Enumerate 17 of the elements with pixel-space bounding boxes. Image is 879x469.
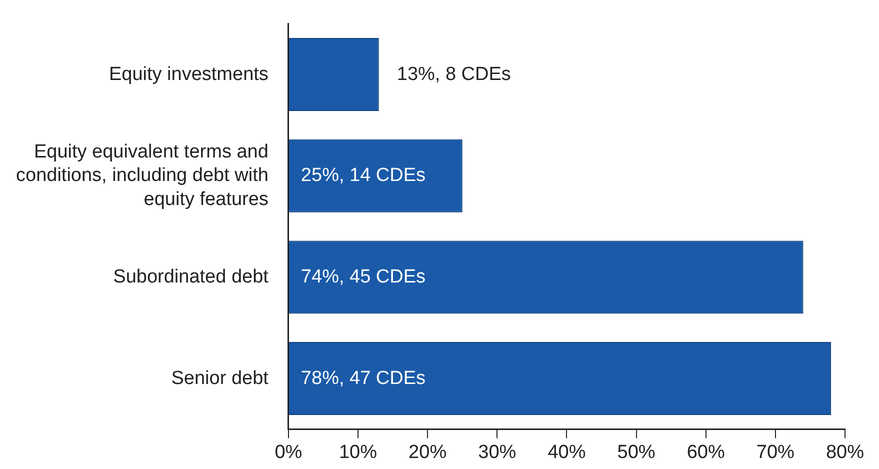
- x-tick-label: 70%: [756, 442, 795, 463]
- y-tick-label: Senior debt: [171, 368, 270, 389]
- x-tick-label: 50%: [617, 442, 656, 463]
- y-tick-label: Equity equivalent terms and conditions, including debt with equity features: [16, 141, 268, 210]
- x-tick-label: 80%: [826, 442, 864, 463]
- x-tick-label: 0%: [274, 442, 302, 463]
- data-label: 25%, 14 CDEs: [300, 165, 426, 186]
- x-tick-label: 20%: [408, 442, 447, 463]
- x-tick-label: 10%: [338, 442, 378, 463]
- x-tick-label: 40%: [548, 442, 586, 463]
- y-tick-label: Equity investments: [108, 64, 268, 85]
- x-tick-label: 30%: [478, 442, 516, 463]
- data-label: 13%, 8 CDEs: [396, 64, 511, 85]
- y-tick-label: Subordinated debt: [113, 266, 270, 288]
- data-label: 74%, 45 CDEs: [300, 266, 426, 288]
- data-label: 78%, 47 CDEs: [300, 368, 426, 389]
- x-tick-label: 60%: [686, 442, 725, 463]
